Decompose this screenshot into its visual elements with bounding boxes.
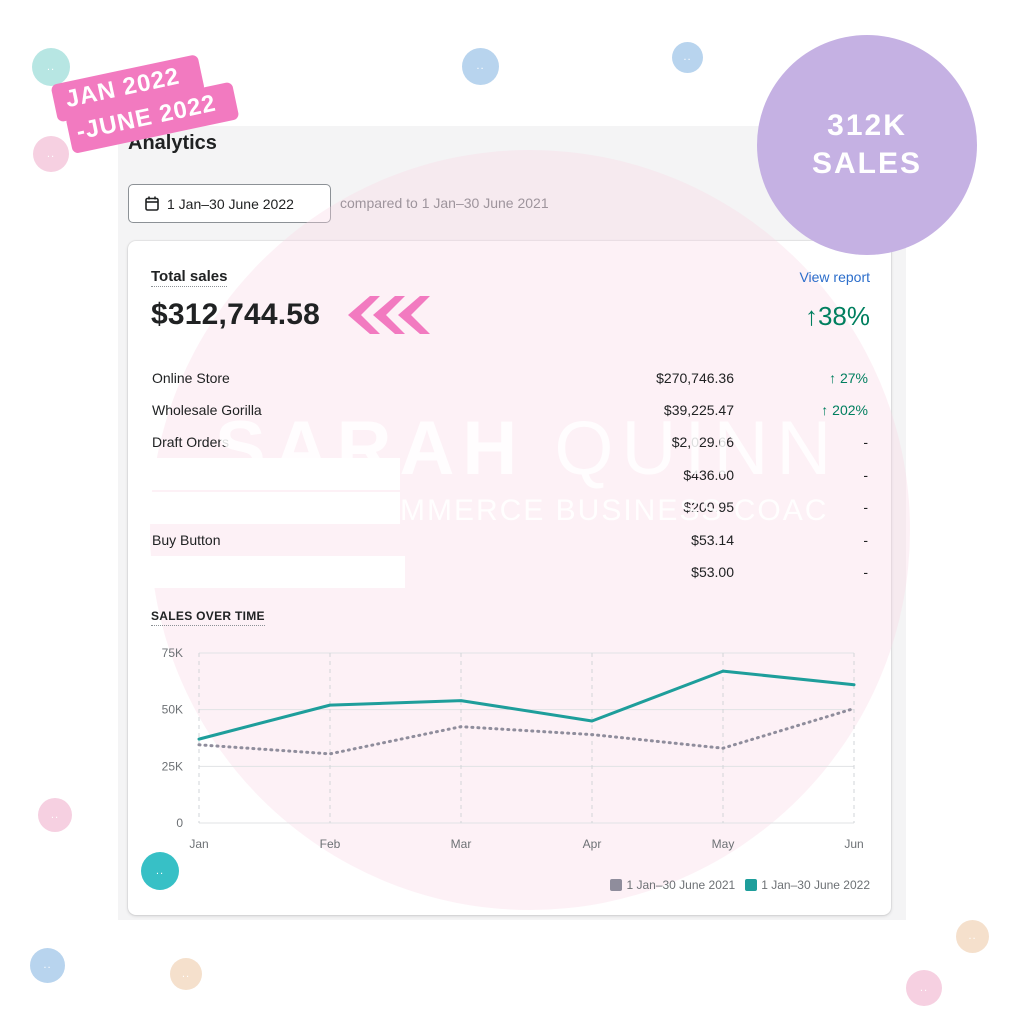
decor-dot: .. <box>672 42 703 73</box>
total-sales-change: ↑38% <box>804 301 870 331</box>
date-range-label: 1 Jan–30 June 2022 <box>167 195 294 212</box>
watermark-name-bold: SARAH <box>215 406 526 491</box>
channel-name: Online Store <box>152 370 230 386</box>
view-report-link[interactable]: View report <box>799 269 870 285</box>
series-line-2022 <box>197 669 856 741</box>
channel-change: ↑ 27% <box>829 370 868 386</box>
total-sales-value: $312,744.58 <box>151 298 321 331</box>
sales-channel-row: $53.00 - <box>151 561 869 585</box>
comparison-text: compared to 1 Jan–30 June 2021 <box>340 195 549 211</box>
redaction-bar <box>150 492 400 524</box>
watermark-name: SARAH QUINN <box>215 405 839 492</box>
x-tick-label: Jan <box>189 837 208 851</box>
decor-dot: .. <box>30 948 65 983</box>
channel-value: $270,746.36 <box>656 370 734 386</box>
channel-value: $436.00 <box>683 467 734 483</box>
chart-title[interactable]: SALES OVER TIME <box>151 609 265 626</box>
sales-channel-row: $436.00 - <box>151 464 869 488</box>
legend-swatch-2022 <box>745 879 758 891</box>
sales-over-time-chart: 0 25K 50K 75K Jan Feb Mar Apr May Jun <box>162 646 864 851</box>
channel-change: - <box>863 499 868 515</box>
channel-change: - <box>863 532 868 548</box>
channel-value: $200.95 <box>683 499 734 515</box>
sales-channel-row: Wholesale Gorilla $39,225.47 ↑ 202% <box>151 399 869 423</box>
series-line-2021 <box>197 707 856 756</box>
legend-item-2021: 1 Jan–30 June 2021 <box>610 878 735 892</box>
legend-item-2022: 1 Jan–30 June 2022 <box>745 878 870 892</box>
channel-change: - <box>863 467 868 483</box>
y-tick-label: 50K <box>162 703 183 717</box>
legend-label-2022: 1 Jan–30 June 2022 <box>761 878 870 892</box>
date-range-button[interactable]: 1 Jan–30 June 2022 <box>128 184 331 223</box>
channel-value: $39,225.47 <box>663 402 734 418</box>
y-tick-label: 0 <box>176 816 183 830</box>
sales-channel-row: Draft Orders $2,029.66 - <box>151 431 869 455</box>
decor-dot: .. <box>906 970 942 1006</box>
y-tick-label: 25K <box>162 759 183 773</box>
total-sales-label[interactable]: Total sales <box>151 268 228 287</box>
calendar-icon <box>145 196 159 211</box>
channel-value: $2,029.66 <box>671 434 734 450</box>
sales-badge-line-2: SALES <box>811 147 923 180</box>
legend-label-2021: 1 Jan–30 June 2021 <box>626 878 736 892</box>
x-tick-label: Apr <box>583 837 602 851</box>
decor-dot: .. <box>170 958 202 990</box>
decor-dot: .. <box>462 48 499 85</box>
sales-channel-row: Buy Button $53.14 - <box>151 529 869 553</box>
chart-legend: 1 Jan–30 June 2021 1 Jan–30 June 2022 <box>600 878 870 892</box>
x-tick-label: May <box>712 837 735 851</box>
channel-change: - <box>863 564 868 580</box>
x-tick-label: Mar <box>451 837 472 851</box>
decor-dot: .. <box>38 798 72 832</box>
watermark-subtitle: MMERCE BUSINESS COAC <box>400 494 829 527</box>
chevrons-left-icon <box>346 294 432 341</box>
decor-dot: .. <box>956 920 989 953</box>
channel-change: - <box>863 434 868 450</box>
sales-badge-line-1: 312K <box>827 109 907 142</box>
sales-channel-row: $200.95 - <box>151 496 869 520</box>
channel-name: Buy Button <box>152 532 221 548</box>
channel-change: ↑ 202% <box>821 402 868 418</box>
x-tick-label: Jun <box>844 837 863 851</box>
channel-name: Wholesale Gorilla <box>152 402 262 418</box>
redaction-bar <box>150 458 400 490</box>
decor-dot: .. <box>33 136 69 172</box>
x-tick-label: Feb <box>320 837 341 851</box>
redaction-bar <box>150 556 405 588</box>
decor-dot: .. <box>141 852 179 890</box>
channel-value: $53.14 <box>691 532 734 548</box>
sales-channel-row: Online Store $270,746.36 ↑ 27% <box>151 367 869 391</box>
channel-name: Draft Orders <box>152 434 230 450</box>
y-tick-label: 75K <box>162 646 183 660</box>
decor-dot: .. <box>32 48 70 86</box>
channel-value: $53.00 <box>691 564 734 580</box>
watermark-name-thin: QUINN <box>525 406 840 491</box>
sales-badge: 312K SALES <box>757 35 977 255</box>
legend-swatch-2021 <box>610 879 623 891</box>
